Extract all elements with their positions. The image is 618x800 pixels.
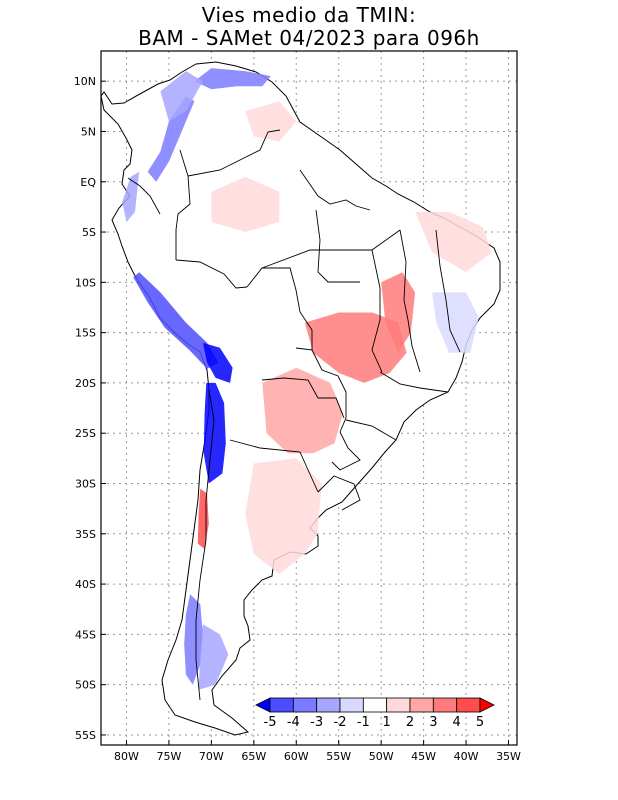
lat-tick-label: 40S: [75, 578, 96, 591]
lat-tick-label: 15S: [75, 327, 96, 340]
lat-tick-label: 10S: [75, 276, 96, 289]
lon-tick-label: 75W: [156, 750, 181, 763]
border-brazil-states-6: [379, 371, 449, 393]
colorbar-swatch: [339, 697, 364, 713]
border-brazil-states-4: [399, 229, 421, 373]
lon-tick-label: 40W: [454, 750, 479, 763]
lon-tick-label: 65W: [241, 750, 266, 763]
border-venezuela: [187, 129, 281, 177]
bias-region-bolivia-altiplano: [202, 342, 233, 383]
bias-region-venezuela-north: [194, 68, 271, 90]
lat-tick-label: 55S: [75, 729, 96, 742]
colorbar: -5 -4 -3 -2 -1 1 2 3 4 5: [255, 697, 495, 730]
colorbar-swatch: [269, 697, 294, 713]
lat-tick-label: 5N: [81, 125, 96, 138]
lon-tick-label: 55W: [326, 750, 351, 763]
colorbar-label: 2: [406, 715, 414, 730]
colorbar-label: 3: [429, 715, 437, 730]
bias-region-andes-chile-north: [203, 382, 226, 484]
border-uruguay: [317, 475, 361, 511]
bias-region-argentina-center-warm: [245, 458, 322, 574]
lon-tick-label: 35W: [496, 750, 521, 763]
bias-region-colombia-north: [160, 71, 203, 122]
border-brazil-states-1: [261, 229, 401, 269]
colorbar-swatch: [362, 697, 388, 713]
bias-shading: [122, 68, 492, 690]
lon-tick-label: 60W: [284, 750, 309, 763]
lat-tick-label: EQ: [80, 176, 96, 189]
map-title-line1: Vies medio da TMIN:: [201, 3, 417, 27]
bias-region-chaco-warm: [262, 367, 343, 454]
colorbar-label: -4: [287, 715, 300, 730]
colorbar-swatch: [432, 697, 458, 713]
lat-tick-label: 25S: [75, 427, 96, 440]
lat-tick-label: 50S: [75, 679, 96, 692]
colorbar-swatch: [316, 697, 341, 713]
lon-tick-label: 50W: [369, 750, 394, 763]
border-brazil-states-7: [345, 419, 397, 441]
bias-region-brazil-central-warm: [304, 312, 407, 383]
colorbar-swatch: [292, 697, 318, 713]
bias-region-venezuela-south-warm: [245, 101, 297, 142]
bias-region-amazon-west-warm: [211, 176, 280, 232]
border-brazil-states-3: [371, 249, 383, 373]
colorbar-label: 4: [453, 715, 461, 730]
bias-region-bahia-mixed: [432, 292, 479, 353]
bias-region-colombia-andes: [147, 96, 195, 182]
border-peru-brazil: [175, 259, 248, 289]
bias-region-ecuador-coast: [122, 171, 140, 222]
lon-tick-label: 80W: [114, 750, 139, 763]
lon-tick-label: 45W: [411, 750, 436, 763]
lat-tick-label: 20S: [75, 377, 96, 390]
border-brazil-bolivia: [246, 267, 313, 351]
colorbar-label: 5: [476, 715, 484, 730]
axis-ticks: 10N 5N EQ 5S 10S 15S 20S 25S 30S 35S 40S 45S 50S 55S 8…: [74, 75, 521, 763]
lat-tick-label: 35S: [75, 528, 96, 541]
colorbar-swatch: [386, 697, 411, 713]
colorbar-swatch: [456, 697, 481, 713]
bias-region-patagonia-andes: [184, 594, 203, 685]
border-brazil-states-5: [435, 229, 461, 353]
bias-region-brazil-goias-warm: [381, 272, 416, 353]
colorbar-label: -2: [334, 715, 347, 730]
colorbar-label: 1: [383, 715, 391, 730]
border-bolivia-paraguay: [261, 377, 345, 419]
border-colombia: [175, 149, 191, 260]
lon-tick-label: 70W: [199, 750, 224, 763]
bias-region-patagonia-east: [198, 624, 229, 690]
map-title-line2: BAM - SAMet 04/2023 para 096h: [138, 26, 480, 50]
border-argentina-brazil: [331, 431, 361, 471]
border-ecuador: [127, 177, 161, 215]
border-chile-argentina: [195, 389, 215, 701]
border-paraguay-brazil: [311, 349, 347, 433]
lat-tick-label: 5S: [82, 226, 96, 239]
bias-region-peru-andes: [133, 272, 219, 369]
lat-tick-label: 45S: [75, 628, 96, 641]
colorbar-swatch: [409, 697, 434, 713]
colorbar-label: -5: [264, 715, 277, 730]
border-guyanas: [299, 169, 371, 211]
border-argentina-provinces: [229, 439, 319, 493]
colorbar-label: -1: [357, 715, 370, 730]
bias-region-northeast-warm: [415, 211, 492, 273]
lat-tick-label: 30S: [75, 477, 96, 490]
colorbar-max-arrow: [479, 697, 495, 713]
lat-tick-label: 10N: [74, 75, 96, 88]
colorbar-label: -3: [310, 715, 323, 730]
country-borders: [127, 129, 461, 701]
map-frame: [100, 50, 518, 746]
border-brazil-states-2: [315, 209, 360, 283]
